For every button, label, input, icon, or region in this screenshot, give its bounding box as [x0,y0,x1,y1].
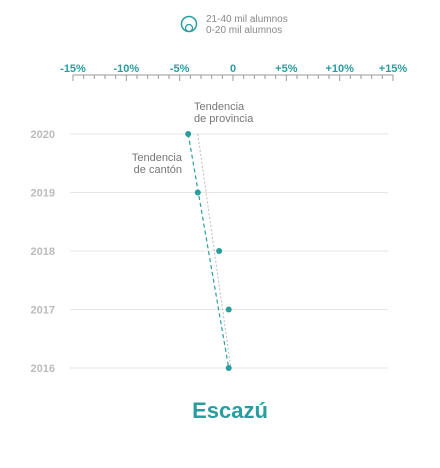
year-label: 2016 [31,363,55,375]
legend-item-small: 0-20 mil alumnos [206,25,282,36]
chart-title: Escazú [192,398,268,423]
x-tick-label: +10% [325,63,354,75]
province-trend-label: Tendencia de provincia [194,101,254,125]
x-tick-label: 0 [230,63,236,75]
x-axis: -15% -10% -5% 0 +5% +10% +15% [60,63,407,81]
canton-trend-line [187,133,230,369]
trend-lines [187,133,232,369]
year-label: 2017 [31,305,55,317]
year-label: 2020 [31,129,55,141]
legend: 21-40 mil alumnos 0-20 mil alumnos [180,14,288,36]
grid-lines [70,133,388,369]
data-point [194,189,201,196]
x-tick-label: +15% [379,63,408,75]
legend-item-large: 21-40 mil alumnos [206,14,288,25]
x-tick-label: -5% [170,63,190,75]
x-tick-label: -15% [60,63,86,75]
y-axis-labels: 2020 2019 2018 2017 2016 [31,129,55,375]
year-label: 2018 [31,246,55,258]
canton-trend-label: Tendencia de cantón [132,152,183,176]
data-point [225,306,232,313]
x-tick-label: -10% [113,63,139,75]
year-label: 2019 [31,188,55,200]
annotations: Tendencia de provincia Tendencia de cantón [132,101,254,176]
data-point [185,131,192,137]
x-tick-label: +5% [275,63,298,75]
data-points [185,131,232,371]
province-trend-line [197,133,232,369]
legend-small-circle-icon [184,23,194,33]
data-point [216,248,223,254]
data-point [225,365,232,371]
